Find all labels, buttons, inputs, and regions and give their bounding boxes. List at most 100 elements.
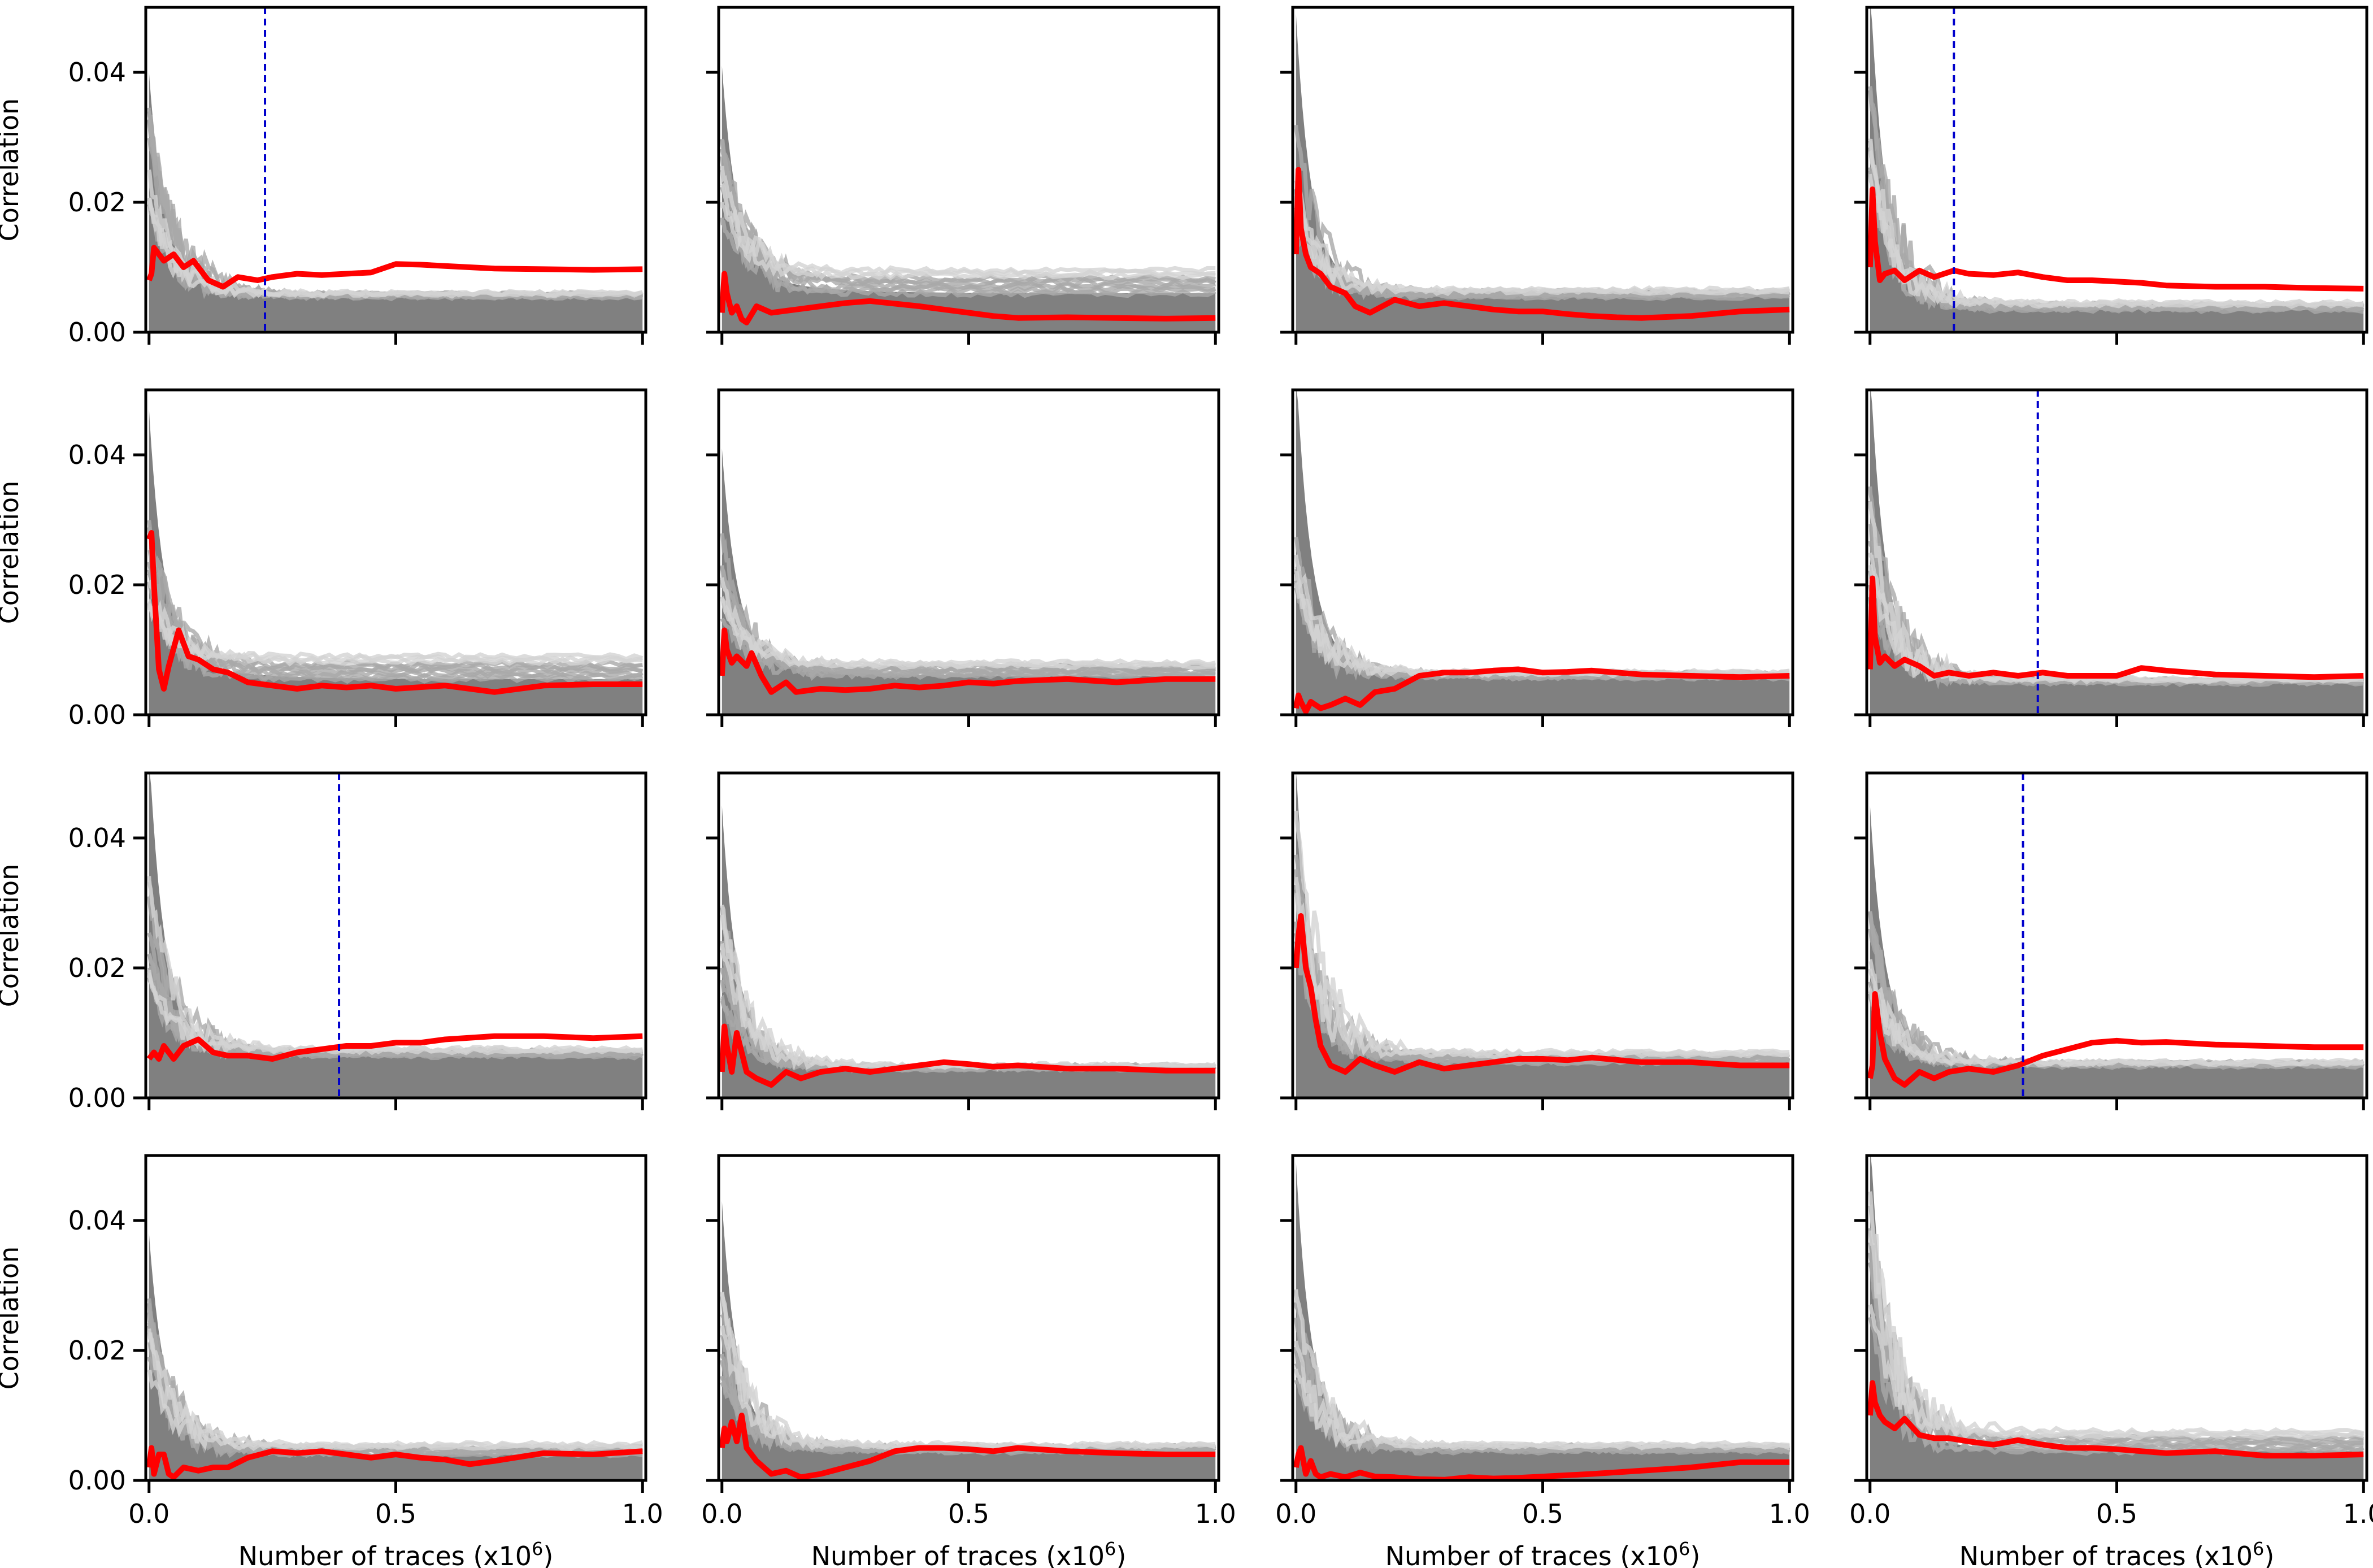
- wrong-key-trace: [1294, 582, 1790, 678]
- subplot-r3-c0: 0.00 0.02 0.04 0.0 0.5 1.0 Correlation Number o…: [0, 1154, 663, 1568]
- wrong-key-trace: [720, 907, 1216, 1071]
- wrong-key-trace: [1294, 571, 1790, 677]
- x-tick-label: 0.0: [128, 1498, 169, 1529]
- plot-area: [1293, 14, 1790, 332]
- x-tick-label: 1.0: [1195, 1498, 1236, 1529]
- wrong-key-trace: [147, 896, 643, 1059]
- wrong-key-trace: [147, 876, 644, 1056]
- plot-area: [1867, 773, 2365, 1098]
- correct-key-trace: [719, 627, 1216, 695]
- wrong-key-trace: [1294, 810, 1790, 1059]
- y-axis-label: Correlation: [0, 1246, 24, 1390]
- x-tick-label: 0.0: [1849, 1498, 1890, 1529]
- y-tick-label: 0.00: [68, 700, 126, 730]
- correct-key-trace: [1867, 991, 2364, 1088]
- plot-area: [1867, 1156, 2365, 1480]
- wrong-key-trace: [1868, 138, 2364, 309]
- subplot-r1-c3: [1854, 388, 2368, 727]
- wrong-key-trace: [1294, 1317, 1790, 1452]
- plot-area: [1867, 390, 2365, 715]
- wrong-key-trace: [1868, 501, 2364, 685]
- wrong-key-trace: [720, 183, 1216, 276]
- correct-key-trace: [146, 1033, 643, 1062]
- wrong-key-trace: [720, 533, 1216, 678]
- wrong-key-trace: [1294, 536, 1790, 681]
- wrong-key-trace: [1868, 968, 2364, 1067]
- wrong-key-trace: [147, 1332, 644, 1449]
- wrong-key-trace: [720, 596, 1216, 669]
- x-tick-label: 1.0: [622, 1498, 663, 1529]
- subplot-r2-c1: [706, 771, 1220, 1110]
- correct-key-trace: [1293, 913, 1790, 1075]
- correct-key-trace: [1867, 1380, 2364, 1459]
- wrong-key-traces-band: [149, 72, 643, 332]
- wrong-key-trace: [147, 527, 643, 669]
- wrong-key-trace: [720, 166, 1216, 279]
- plot-area: [146, 1233, 644, 1480]
- y-tick-label: 0.00: [68, 1465, 126, 1496]
- wrong-key-trace: [720, 577, 1216, 670]
- wrong-key-trace: [1294, 854, 1790, 1061]
- wrong-key-trace: [1868, 1191, 2365, 1437]
- subplot-r2-c2: [1280, 771, 1794, 1110]
- correct-key-trace: [1867, 186, 2364, 292]
- wrong-key-traces-band: [1296, 390, 1790, 715]
- x-axis-label: Number of traces (x106): [238, 1538, 554, 1568]
- plot-area: [146, 773, 644, 1098]
- wrong-key-trace: [720, 1292, 1216, 1450]
- subplot-r3-c3: 0.0 0.5 1.0 Number of traces (x106): [1849, 1154, 2373, 1568]
- wrong-key-trace: [720, 914, 1216, 1071]
- y-tick-label: 0.02: [68, 187, 126, 218]
- wrong-key-trace: [720, 942, 1216, 1071]
- wrong-key-trace: [1294, 554, 1790, 679]
- x-tick-label: 0.0: [1275, 1498, 1316, 1529]
- wrong-key-trace: [1294, 196, 1790, 295]
- plot-area: [719, 805, 1216, 1098]
- wrong-key-trace: [720, 1291, 1216, 1451]
- x-tick-label: 0.5: [375, 1498, 416, 1529]
- y-tick-label: 0.02: [68, 1335, 126, 1366]
- wrong-key-trace: [720, 217, 1216, 283]
- subplot-r3-c2: 0.0 0.5 1.0 Number of traces (x106): [1275, 1154, 1810, 1568]
- correct-key-trace: [1293, 1445, 1790, 1480]
- wrong-key-trace: [1868, 911, 2364, 1070]
- wrong-key-trace: [720, 597, 1216, 668]
- wrong-key-trace: [1294, 1289, 1790, 1456]
- wrong-key-trace: [720, 904, 1216, 1071]
- correct-key-trace: [719, 1413, 1216, 1480]
- x-axis-label: Number of traces (x106): [1385, 1538, 1701, 1568]
- subplot-r1-c1: [706, 388, 1220, 727]
- correct-key-trace: [1867, 575, 2364, 680]
- y-tick-label: 0.00: [68, 317, 126, 348]
- correct-key-trace: [1293, 167, 1790, 321]
- x-tick-label: 0.5: [2096, 1498, 2137, 1529]
- wrong-key-trace: [1294, 876, 1790, 1057]
- subplot-r2-c3: [1854, 771, 2368, 1110]
- correct-key-trace: [146, 530, 643, 695]
- plot-area: [146, 409, 644, 715]
- correct-key-trace: [146, 1445, 643, 1480]
- wrong-key-trace: [1868, 486, 2364, 690]
- correct-key-trace: [1293, 666, 1790, 715]
- y-tick-label: 0.04: [68, 57, 126, 88]
- y-tick-label: 0.04: [68, 823, 126, 853]
- subplot-r0-c2: [1280, 6, 1794, 345]
- subplot-r2-c0: 0.00 0.02 0.04 Correlation: [0, 771, 647, 1113]
- wrong-key-traces-band: [1296, 1162, 1790, 1480]
- x-tick-label: 0.5: [948, 1498, 989, 1529]
- plot-area: [719, 66, 1216, 332]
- y-axis-label: Correlation: [0, 864, 24, 1007]
- y-tick-label: 0.04: [68, 440, 126, 470]
- wrong-key-trace: [1294, 124, 1790, 299]
- x-axis-label: Number of traces (x106): [811, 1538, 1127, 1568]
- wrong-key-traces-band: [1870, 1156, 2364, 1480]
- y-axis-label: Correlation: [0, 481, 24, 624]
- wrong-key-trace: [147, 1328, 643, 1452]
- y-tick-label: 0.00: [68, 1083, 126, 1113]
- wrong-key-trace: [1294, 179, 1790, 296]
- plot-area: [1293, 773, 1790, 1098]
- wrong-key-trace: [147, 880, 643, 1060]
- y-tick-label: 0.02: [68, 953, 126, 983]
- x-tick-label: 0.5: [1522, 1498, 1563, 1529]
